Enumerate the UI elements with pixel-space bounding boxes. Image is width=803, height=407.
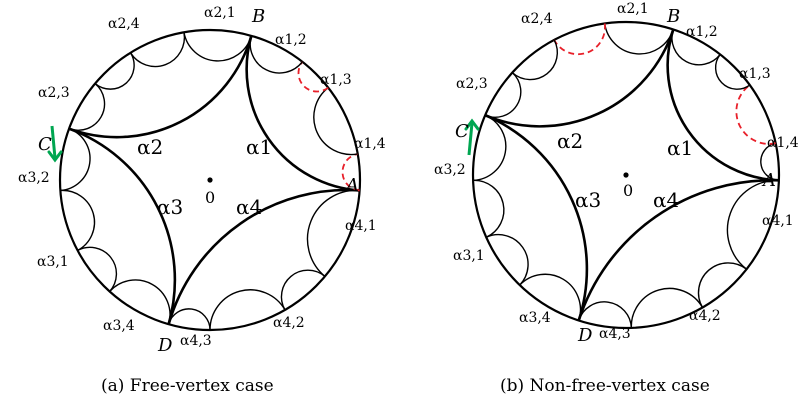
arrow-up-icon (467, 122, 474, 156)
big-arc-label-a3: α3 (575, 188, 601, 212)
vertex-a-label: A (761, 170, 776, 191)
small-arc (167, 308, 211, 331)
origin-dot (623, 172, 629, 178)
small-arc-label-a34: α3,4 (103, 318, 135, 334)
big-arc-alpha2 (484, 29, 675, 128)
big-arc-label-a4: α4 (236, 195, 262, 219)
big-arc-label-a1: α1 (667, 136, 693, 160)
small-arc-label-a14: α1,4 (767, 135, 799, 151)
small-arc (94, 52, 135, 90)
small-arc (760, 142, 779, 182)
small-arc (280, 269, 326, 311)
boundary-circle (471, 20, 781, 330)
small-arc-label-a14: α1,4 (354, 136, 386, 152)
big-arc-alpha4 (167, 188, 360, 325)
small-arc (726, 179, 779, 270)
origin-dot (207, 177, 213, 183)
vertex-c-label: C (38, 134, 52, 155)
panel-b-geometry (464, 20, 781, 330)
small-arc (473, 114, 507, 182)
panel-a-geometry (47, 28, 362, 332)
dashed-small-arc (735, 84, 776, 145)
small-arc (485, 233, 529, 286)
big-arc-alpha3 (484, 114, 589, 321)
panel-a: B A C D 0 α2 α1 α3 α4 α2,1 α1,2 α2,4 α1,… (18, 5, 386, 396)
small-arc (578, 301, 633, 328)
small-arc-label-a12: α1,2 (275, 32, 307, 48)
small-arc (60, 189, 96, 252)
small-arc (129, 32, 186, 68)
arrow-head-icon (464, 118, 480, 131)
small-arc-label-a41: α4,1 (762, 213, 794, 229)
vertex-b-label: B (666, 6, 680, 27)
small-arc-label-a23: α2,3 (456, 76, 488, 92)
small-arc (249, 35, 303, 74)
small-arc-label-a24: α2,4 (108, 16, 140, 32)
small-arc (604, 23, 674, 55)
small-arc-label-a34: α3,4 (519, 310, 551, 326)
small-arc (511, 39, 559, 81)
small-arc (68, 83, 106, 131)
small-arc (183, 32, 253, 62)
small-arc-label-a32: α3,2 (18, 170, 50, 186)
small-arc (671, 29, 721, 66)
big-arc-label-a2: α2 (137, 135, 163, 159)
panel-b-labels: B A C D 0 α2 α1 α3 α4 α2,1 α1,2 α2,4 α1,… (434, 1, 799, 396)
small-arc-label-a32: α3,2 (434, 162, 466, 178)
small-arc (484, 72, 522, 118)
small-arc-label-a24: α2,4 (521, 11, 553, 27)
small-arc-label-a31: α3,1 (37, 254, 69, 270)
big-arc-alpha4 (577, 178, 779, 321)
panel-b: B A C D 0 α2 α1 α3 α4 α2,1 α1,2 α2,4 α1,… (434, 1, 799, 396)
big-arc-label-a4: α4 (653, 188, 679, 212)
panel-a-labels: B A C D 0 α2 α1 α3 α4 α2,1 α1,2 α2,4 α1,… (18, 5, 386, 396)
small-arc-label-a21: α2,1 (204, 5, 236, 21)
small-arc-label-a43: α4,3 (180, 333, 212, 349)
caption-b: (b) Non-free-vertex case (500, 376, 710, 396)
big-arc-label-a3: α3 (157, 195, 183, 219)
small-arc-label-a23: α2,3 (38, 85, 70, 101)
arrow-down-icon (50, 125, 57, 159)
small-arc (109, 279, 171, 325)
small-arc-label-a31: α3,1 (453, 248, 485, 264)
vertex-d-label: D (577, 325, 593, 346)
big-arc-alpha3 (68, 127, 177, 325)
small-arc (209, 289, 286, 331)
small-arc (714, 53, 751, 90)
small-arc-label-a42: α4,2 (273, 315, 305, 331)
small-arc-label-a12: α1,2 (686, 24, 718, 40)
small-arc (697, 262, 748, 308)
small-arc-label-a21: α2,1 (617, 1, 649, 17)
big-arc-label-a2: α2 (557, 129, 583, 153)
small-arc (60, 128, 91, 192)
vertex-b-label: B (251, 6, 265, 27)
small-arc (519, 273, 582, 321)
small-arc-label-a41: α4,1 (345, 218, 377, 234)
vertex-d-label: D (157, 335, 173, 356)
big-arc-alpha2 (68, 35, 253, 139)
origin-label: 0 (623, 181, 633, 200)
origin-label: 0 (205, 188, 215, 207)
small-arc (313, 87, 358, 156)
caption-a: (a) Free-vertex case (101, 376, 274, 396)
small-arc (473, 179, 505, 238)
big-arc-label-a1: α1 (246, 135, 272, 159)
arrow-head-icon (47, 150, 63, 163)
vertex-a-label: A (344, 175, 359, 196)
small-arc-label-a42: α4,2 (689, 308, 721, 324)
small-arc (77, 246, 118, 292)
small-arc-label-a13: α1,3 (320, 72, 352, 88)
big-arc-alpha1 (245, 35, 360, 192)
small-arc (630, 287, 704, 328)
vertex-c-label: C (455, 121, 469, 142)
small-arc-label-a13: α1,3 (739, 66, 771, 82)
big-arc-alpha1 (666, 29, 779, 182)
small-arc-label-a43: α4,3 (599, 326, 631, 342)
small-arc (306, 189, 360, 277)
dashed-small-arc (553, 23, 606, 56)
